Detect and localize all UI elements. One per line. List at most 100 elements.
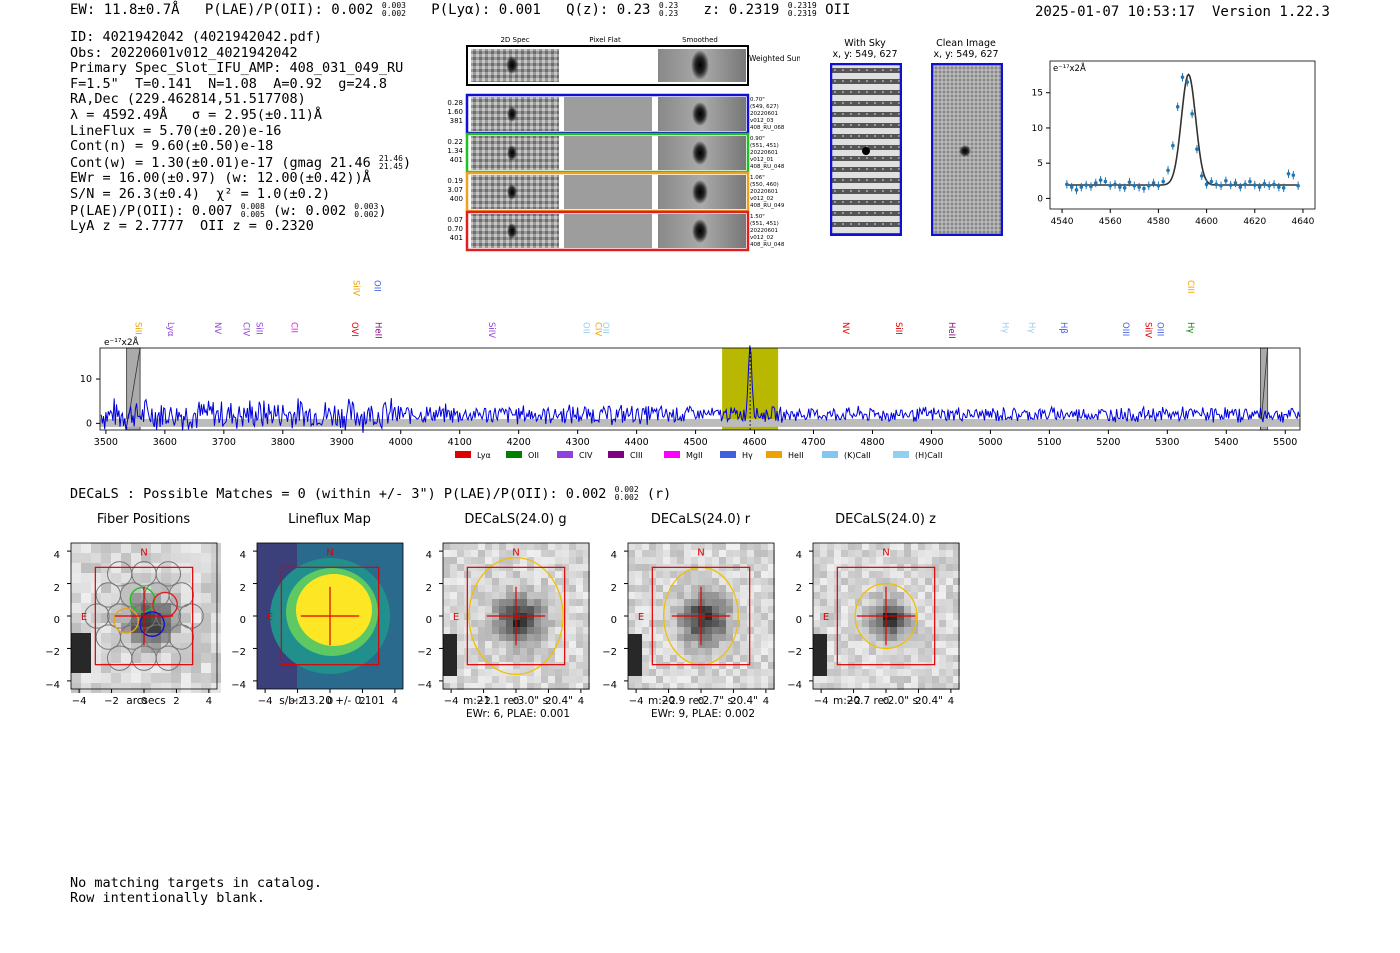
legend-label: HeII — [788, 451, 804, 460]
panel-xtick-label: −4 — [444, 696, 459, 707]
spectrum-xtick-label: 4600 — [742, 437, 766, 448]
panel-xtick-label: 2 — [915, 696, 921, 707]
fit-point — [1118, 185, 1122, 189]
legend-swatch — [766, 451, 782, 458]
cutout-right-value: 408_RU_048 — [750, 242, 785, 248]
panel-caption-2: EWr: 9, PLAE: 0.002 — [650, 708, 756, 720]
fit-point — [1262, 181, 1267, 186]
fit-point — [1156, 183, 1161, 188]
spectrum-error-band — [100, 418, 1300, 427]
cutout-pixelflat — [564, 136, 652, 170]
cutout-right-value: (551, 451) — [750, 143, 779, 149]
info-lya-z: LyA z = 2.7777 OII z = 0.2320 — [70, 218, 314, 235]
legend-label: CIII — [630, 451, 643, 460]
col-header-pixelflat: Pixel Flat — [589, 36, 621, 44]
footer-line2: Row intentionally blank. — [70, 890, 266, 906]
panel-fiber: Fiber Positions N E −4 −2 0 2 4 4 2 0 −2 −4 arcsecs — [45, 512, 236, 732]
spectral-line-label: CII — [289, 322, 299, 333]
info-plae: P(LAE)/P(OII): 0.007 0.008 0.005 (w: 0.00… — [70, 201, 387, 219]
cutout-right-value: v012_03 — [750, 118, 774, 124]
fit-point — [1122, 186, 1127, 190]
east-label: E — [267, 612, 273, 623]
panel-xtick-label: 4 — [206, 696, 212, 707]
panel-title: DECaLS(24.0) r — [650, 512, 751, 527]
header-qz: Q(z): 0.23 — [566, 2, 651, 18]
east-label: E — [81, 612, 87, 623]
fit-ylabel-unit: e⁻¹⁷x2Å — [1053, 62, 1086, 74]
panel-flux: Lineflux Map N E −4 −2 0 2 4 4 2 0 −2 −4 s/b: 13.20 +… — [231, 512, 422, 732]
spectral-line-label: NV — [840, 322, 850, 334]
fit-point — [1257, 185, 1262, 189]
info-lambda: λ = 4592.49Å σ = 2.95(±0.11)Å — [70, 106, 322, 123]
line-fit-plot: e⁻¹⁷x2Å 4540 4560 4580 4600 4620 4640 0 5 10 15 — [1032, 60, 1316, 227]
weighted-smoothed-blob — [691, 50, 709, 80]
fit-point — [1132, 183, 1137, 188]
cutout-right-value: 0.90" — [750, 136, 765, 142]
header-meta: 2025-01-07 10:53:17 Version 1.22.3 — [1035, 4, 1330, 20]
panel-xtick-label: 4 — [578, 696, 584, 707]
spectrum-frame — [99, 347, 1301, 431]
spectrum-xtick-label: 5300 — [1155, 437, 1179, 448]
cutout-right-value: 408_RU_068 — [750, 125, 785, 131]
cutout-right-value: v012_02 — [750, 235, 774, 241]
header-z-range: 0.2319 0.2319 — [787, 1, 817, 18]
spectral-line-label: NV — [212, 322, 222, 334]
cutout-right-value: (550, 460) — [750, 182, 779, 188]
fit-curve — [1066, 73, 1299, 186]
legend-label: CIV — [579, 451, 593, 460]
fit-ytick-label: 10 — [1032, 124, 1044, 134]
info-contw: Cont(w) = 1.30(±0.01)e-17 (gmag 21.46 21… — [70, 153, 412, 171]
spectrum-xtick-label: 4100 — [448, 437, 472, 448]
detection-info: ID: 4021942042 (4021942042.pdf) Obs: 2022… — [70, 29, 412, 235]
spectral-line-label: SiII — [132, 322, 142, 335]
panel-xtick-label: −4 — [72, 696, 87, 707]
panel-xtick-label: 0 — [327, 696, 333, 707]
cutout-left-value: 401 — [450, 156, 463, 164]
spectral-line-label: HeII — [946, 322, 956, 339]
legend-swatch — [455, 451, 471, 458]
panel-xtick-label: −2 — [104, 696, 119, 707]
cutout-left-value: 0.70 — [447, 225, 463, 233]
fiber-circle — [155, 645, 182, 671]
fit-point — [1079, 185, 1084, 189]
panel-xtick-label: 4 — [763, 696, 769, 707]
panel-xtick-label: −2 — [476, 696, 491, 707]
fit-point — [1296, 183, 1300, 188]
east-label: E — [823, 612, 829, 623]
fit-point — [1286, 171, 1291, 176]
fit-point — [1204, 182, 1209, 187]
footer-line1: No matching targets in catalog. — [70, 875, 322, 891]
fit-point — [1093, 181, 1098, 185]
spectrum-xtick-label: 4700 — [801, 437, 825, 448]
spectrum-xtick-label: 5500 — [1273, 437, 1297, 448]
cutout-left-value: 381 — [450, 117, 463, 125]
spectral-line-label: SiIV — [1143, 322, 1153, 338]
fit-point — [1238, 185, 1243, 189]
timestamp: 2025-01-07 10:53:17 — [1034, 4, 1196, 20]
spectrum-xtick-label: 4400 — [625, 437, 649, 448]
clean-image — [931, 63, 1003, 236]
fit-point — [1084, 183, 1088, 187]
spectrum-xtick-label: 4300 — [566, 437, 590, 448]
cutout-right-value: 0.70" — [750, 97, 765, 103]
panel-title: DECaLS(24.0) g — [464, 512, 567, 527]
spectrum-xtick-label: 5200 — [1096, 437, 1120, 448]
panel-z: DECaLS(24.0) z N E −4 −2 0 2 4 4 2 0 −2 −4 m:20.7 re:… — [787, 512, 978, 732]
panel-image: N E −4 −2 0 2 4 — [253, 542, 404, 707]
panel-image: N E −4 −2 0 2 4 — [624, 542, 775, 707]
legend-swatch — [664, 451, 680, 458]
legend-swatch — [720, 451, 736, 458]
cutout-right-value: (551, 451) — [750, 221, 779, 227]
info-obs: Obs: 20220601v012_4021942042 — [70, 44, 298, 61]
north-label: N — [697, 547, 704, 558]
fit-point — [1089, 184, 1093, 189]
fit-point — [1228, 183, 1233, 187]
panel-xtick-label: −2 — [290, 696, 305, 707]
with-sky-title: With Sky x, y: 549, 627 — [832, 38, 898, 60]
fit-ytick-label: 5 — [1037, 159, 1043, 169]
cutout-right-value: 1.50" — [750, 214, 765, 220]
search-box — [94, 566, 194, 666]
